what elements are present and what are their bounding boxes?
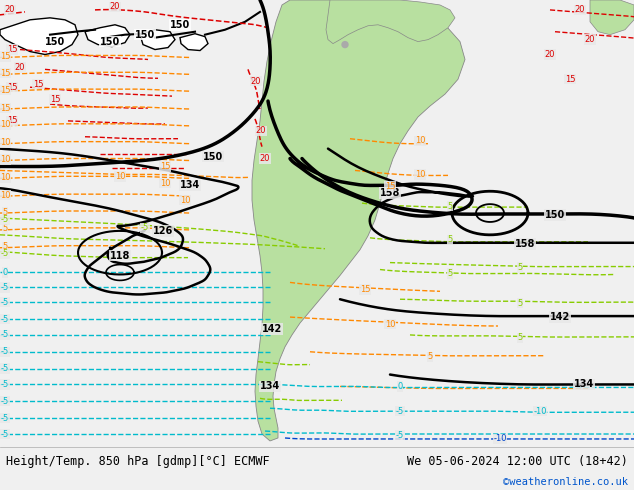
Polygon shape bbox=[252, 0, 465, 441]
Text: -5: -5 bbox=[396, 407, 404, 416]
Text: 10: 10 bbox=[0, 138, 10, 147]
Text: 150: 150 bbox=[545, 210, 565, 220]
Text: 158: 158 bbox=[380, 188, 400, 198]
Text: -5: -5 bbox=[1, 347, 9, 356]
Text: -5: -5 bbox=[1, 364, 9, 373]
Text: 20: 20 bbox=[4, 5, 15, 14]
Text: 5: 5 bbox=[3, 224, 8, 233]
Text: 15: 15 bbox=[565, 75, 575, 84]
Text: 134: 134 bbox=[574, 379, 594, 390]
Text: 10: 10 bbox=[0, 173, 10, 182]
Text: -5: -5 bbox=[1, 298, 9, 307]
Text: We 05-06-2024 12:00 UTC (18+42): We 05-06-2024 12:00 UTC (18+42) bbox=[407, 455, 628, 468]
Text: -5: -5 bbox=[1, 397, 9, 406]
Text: 10: 10 bbox=[0, 191, 10, 200]
Text: -5: -5 bbox=[1, 283, 9, 292]
Text: 118: 118 bbox=[110, 251, 130, 261]
Text: ©weatheronline.co.uk: ©weatheronline.co.uk bbox=[503, 477, 628, 487]
Text: 15: 15 bbox=[7, 117, 17, 125]
Text: 5: 5 bbox=[448, 235, 453, 245]
Text: 5: 5 bbox=[427, 352, 432, 361]
Polygon shape bbox=[140, 30, 175, 49]
Text: 10: 10 bbox=[115, 172, 126, 181]
Text: 0: 0 bbox=[398, 382, 403, 391]
Text: 15: 15 bbox=[0, 86, 10, 95]
Text: -5: -5 bbox=[1, 315, 9, 323]
Text: 150: 150 bbox=[135, 30, 155, 40]
Text: 10: 10 bbox=[160, 179, 171, 188]
Text: -10: -10 bbox=[533, 407, 547, 416]
Text: 10: 10 bbox=[0, 155, 10, 164]
Text: 10: 10 bbox=[0, 121, 10, 129]
Text: 0: 0 bbox=[3, 268, 8, 277]
Text: 5: 5 bbox=[3, 242, 8, 251]
Text: 10: 10 bbox=[180, 196, 190, 205]
Text: 15: 15 bbox=[0, 52, 10, 61]
Text: 126: 126 bbox=[153, 226, 173, 236]
Text: 10: 10 bbox=[385, 319, 395, 328]
Text: 5: 5 bbox=[3, 208, 8, 217]
Polygon shape bbox=[0, 18, 78, 54]
Text: 20: 20 bbox=[545, 50, 555, 59]
Text: -5: -5 bbox=[1, 330, 9, 340]
Text: 142: 142 bbox=[262, 324, 282, 334]
Polygon shape bbox=[326, 0, 455, 44]
Text: 15: 15 bbox=[33, 80, 43, 89]
Text: 150: 150 bbox=[45, 37, 65, 47]
Polygon shape bbox=[85, 25, 130, 47]
Text: 15: 15 bbox=[0, 69, 10, 78]
Text: 150: 150 bbox=[100, 37, 120, 47]
Polygon shape bbox=[180, 34, 208, 50]
Text: 142: 142 bbox=[550, 312, 570, 322]
Circle shape bbox=[342, 42, 348, 48]
Text: -5: -5 bbox=[1, 249, 9, 258]
Text: -5: -5 bbox=[396, 431, 404, 440]
Text: 15: 15 bbox=[49, 95, 60, 103]
Text: -10: -10 bbox=[493, 435, 507, 443]
Text: 5: 5 bbox=[517, 263, 522, 272]
Text: 20: 20 bbox=[260, 154, 270, 163]
Text: 134: 134 bbox=[180, 180, 200, 190]
Text: 5: 5 bbox=[448, 201, 453, 211]
Text: -5: -5 bbox=[1, 216, 9, 224]
Text: 20: 20 bbox=[251, 77, 261, 86]
Text: 134: 134 bbox=[260, 381, 280, 392]
Text: -5: -5 bbox=[1, 430, 9, 439]
Text: -5: -5 bbox=[1, 380, 9, 389]
Text: 20: 20 bbox=[256, 126, 266, 135]
Text: 20: 20 bbox=[110, 2, 120, 11]
Text: 5: 5 bbox=[517, 333, 522, 343]
Text: 20: 20 bbox=[585, 35, 595, 44]
Text: -5: -5 bbox=[141, 223, 149, 232]
Text: 15: 15 bbox=[160, 162, 171, 171]
Text: 158: 158 bbox=[515, 239, 535, 249]
Text: 5: 5 bbox=[448, 269, 453, 278]
Text: 20: 20 bbox=[575, 5, 585, 14]
Polygon shape bbox=[590, 0, 634, 35]
Text: 150: 150 bbox=[203, 151, 223, 162]
Text: 10: 10 bbox=[415, 170, 425, 179]
Text: 15: 15 bbox=[7, 83, 17, 92]
Text: 20: 20 bbox=[15, 63, 25, 72]
Text: 10: 10 bbox=[415, 136, 425, 145]
Text: 15: 15 bbox=[0, 103, 10, 113]
Text: -5: -5 bbox=[1, 414, 9, 423]
Text: Height/Temp. 850 hPa [gdmp][°C] ECMWF: Height/Temp. 850 hPa [gdmp][°C] ECMWF bbox=[6, 455, 270, 468]
Text: 15: 15 bbox=[359, 285, 370, 294]
Text: 15: 15 bbox=[7, 45, 17, 54]
Text: 15: 15 bbox=[385, 182, 395, 191]
Text: 5: 5 bbox=[517, 299, 522, 308]
Text: 150: 150 bbox=[170, 20, 190, 30]
